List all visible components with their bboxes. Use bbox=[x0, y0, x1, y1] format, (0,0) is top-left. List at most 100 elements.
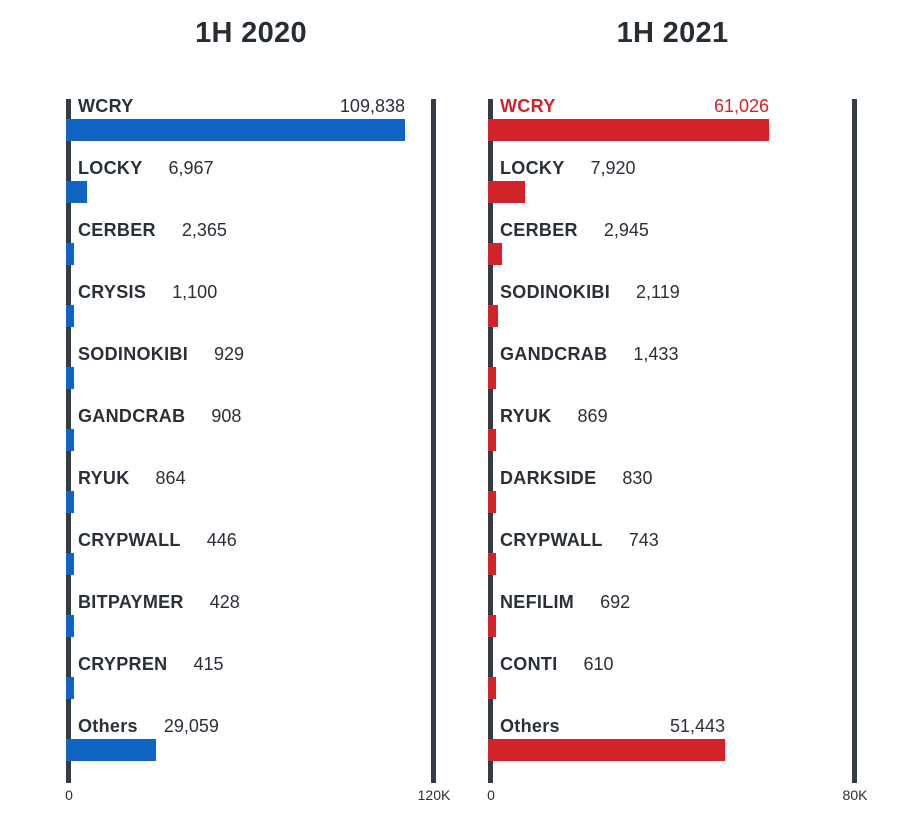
bar-value-label: 29,059 bbox=[163, 716, 219, 736]
bar bbox=[488, 305, 498, 327]
bar-value-label: 610 bbox=[583, 654, 614, 674]
bar-category-label: WCRY bbox=[500, 96, 556, 116]
bar-label-line: CRYSIS 1,100 bbox=[78, 282, 217, 303]
bar-value-label: 869 bbox=[577, 406, 608, 426]
bar-label-line: Others 29,059 bbox=[78, 716, 219, 737]
bar bbox=[488, 119, 769, 141]
bar-label-line: CERBER 2,365 bbox=[78, 220, 227, 241]
bar-label-line: CONTI 610 bbox=[500, 654, 614, 675]
bar-label-line: Others bbox=[500, 716, 560, 737]
bar-category-label: WCRY bbox=[78, 96, 134, 116]
bar-category-label: SODINOKIBI bbox=[500, 282, 611, 302]
bar-value-label: 61,026 bbox=[713, 96, 769, 116]
bar bbox=[66, 615, 74, 637]
bar-label-line: RYUK 869 bbox=[500, 406, 608, 427]
bar-label-line: GANDCRAB 1,433 bbox=[500, 344, 678, 365]
bar-category-label: CRYPWALL bbox=[78, 530, 181, 550]
bar bbox=[66, 305, 74, 327]
bar-value-label: 908 bbox=[211, 406, 242, 426]
bar bbox=[66, 677, 74, 699]
bar-row: CONTI 610 bbox=[488, 654, 857, 716]
bar-label-line: CRYPWALL 446 bbox=[78, 530, 237, 551]
bar-label-line: LOCKY 7,920 bbox=[500, 158, 636, 179]
bar bbox=[488, 491, 496, 513]
bar-category-label: RYUK bbox=[500, 406, 552, 426]
bar-value-label: 2,365 bbox=[181, 220, 227, 240]
bar-row: CERBER 2,945 bbox=[488, 220, 857, 282]
bar-row: BITPAYMER 428 bbox=[66, 592, 436, 654]
bar-label-line: CRYPREN 415 bbox=[78, 654, 224, 675]
bar-category-label: CERBER bbox=[78, 220, 156, 240]
bar-category-label: Others bbox=[78, 716, 138, 736]
bar-row: CRYPWALL 446 bbox=[66, 530, 436, 592]
bar-row: RYUK 869 bbox=[488, 406, 857, 468]
bar-label-line: SODINOKIBI 2,119 bbox=[500, 282, 680, 303]
bar-label-line: WCRY bbox=[78, 96, 134, 117]
bar-label-line: BITPAYMER 428 bbox=[78, 592, 240, 613]
chart-title-2020: 1H 2020 bbox=[195, 17, 307, 49]
bar-row: 109,838 WCRY bbox=[66, 96, 436, 158]
bar bbox=[66, 243, 74, 265]
bar-value-label: 743 bbox=[628, 530, 659, 550]
bar bbox=[488, 429, 496, 451]
bar-value-label: 692 bbox=[600, 592, 631, 612]
bar-row: SODINOKIBI 2,119 bbox=[488, 282, 857, 344]
bar-label-line: GANDCRAB 908 bbox=[78, 406, 241, 427]
bar-label-line: CRYPWALL 743 bbox=[500, 530, 659, 551]
bar-value-label: 428 bbox=[209, 592, 240, 612]
bar-category-label: CRYPWALL bbox=[500, 530, 603, 550]
bar-value-label: 830 bbox=[622, 468, 653, 488]
bars-area: 109,838 WCRY LOCKY 6,967 CERBER 2,365 CRYSIS 1,… bbox=[66, 96, 436, 778]
bar-row: NEFILIM 692 bbox=[488, 592, 857, 654]
bar bbox=[488, 677, 496, 699]
bar bbox=[66, 429, 74, 451]
x-axis-tick-min: 0 bbox=[65, 787, 73, 803]
bar-label-line: SODINOKIBI 929 bbox=[78, 344, 244, 365]
bar-label-line: CERBER 2,945 bbox=[500, 220, 649, 241]
bar-value-label: 415 bbox=[193, 654, 224, 674]
bar bbox=[66, 491, 74, 513]
bar-row: RYUK 864 bbox=[66, 468, 436, 530]
bar bbox=[488, 739, 725, 761]
chart-1h-2021: 1H 2021 61,026 WCRY LOCKY 7,920 CERBER 2,945 S… bbox=[487, 0, 867, 822]
bar-value-label: 2,119 bbox=[636, 282, 680, 302]
bar bbox=[66, 553, 74, 575]
bar-category-label: BITPAYMER bbox=[78, 592, 184, 612]
bars-area: 61,026 WCRY LOCKY 7,920 CERBER 2,945 SODINOKIB… bbox=[488, 96, 857, 778]
bar-row: DARKSIDE 830 bbox=[488, 468, 857, 530]
bar-label-line: WCRY bbox=[500, 96, 556, 117]
bar-row: CERBER 2,365 bbox=[66, 220, 436, 282]
bar-value-label: 7,920 bbox=[590, 158, 636, 178]
bar-value-label: 2,945 bbox=[603, 220, 649, 240]
bar-row: LOCKY 6,967 bbox=[66, 158, 436, 220]
bar bbox=[488, 181, 525, 203]
bar bbox=[488, 367, 496, 389]
bar-category-label: DARKSIDE bbox=[500, 468, 597, 488]
bar bbox=[488, 553, 496, 575]
bar-category-label: CRYPREN bbox=[78, 654, 168, 674]
bar-row: LOCKY 7,920 bbox=[488, 158, 857, 220]
bar-row: 61,026 WCRY bbox=[488, 96, 857, 158]
chart-1h-2020: 1H 2020 109,838 WCRY LOCKY 6,967 CERBER 2,365… bbox=[65, 0, 450, 822]
bar bbox=[488, 615, 496, 637]
bar-row: GANDCRAB 1,433 bbox=[488, 344, 857, 406]
bar-value-label: 929 bbox=[214, 344, 245, 364]
bar-row: Others 29,059 bbox=[66, 716, 436, 778]
bar-label-line: DARKSIDE 830 bbox=[500, 468, 652, 489]
bar bbox=[488, 243, 502, 265]
bar-row: CRYSIS 1,100 bbox=[66, 282, 436, 344]
bar bbox=[66, 181, 87, 203]
axis-max-boundary-line bbox=[431, 99, 436, 783]
bar bbox=[66, 119, 405, 141]
bar-row: GANDCRAB 908 bbox=[66, 406, 436, 468]
bar-value-label: 109,838 bbox=[339, 96, 405, 116]
bar-category-label: CERBER bbox=[500, 220, 578, 240]
bar-value-label: 51,443 bbox=[669, 716, 725, 736]
x-axis-tick-min: 0 bbox=[487, 787, 495, 803]
x-axis-tick-max: 80K bbox=[842, 787, 868, 803]
bar-category-label: Others bbox=[500, 716, 560, 736]
axis-max-boundary-line bbox=[852, 99, 857, 783]
bar bbox=[66, 739, 156, 761]
bar-row: SODINOKIBI 929 bbox=[66, 344, 436, 406]
